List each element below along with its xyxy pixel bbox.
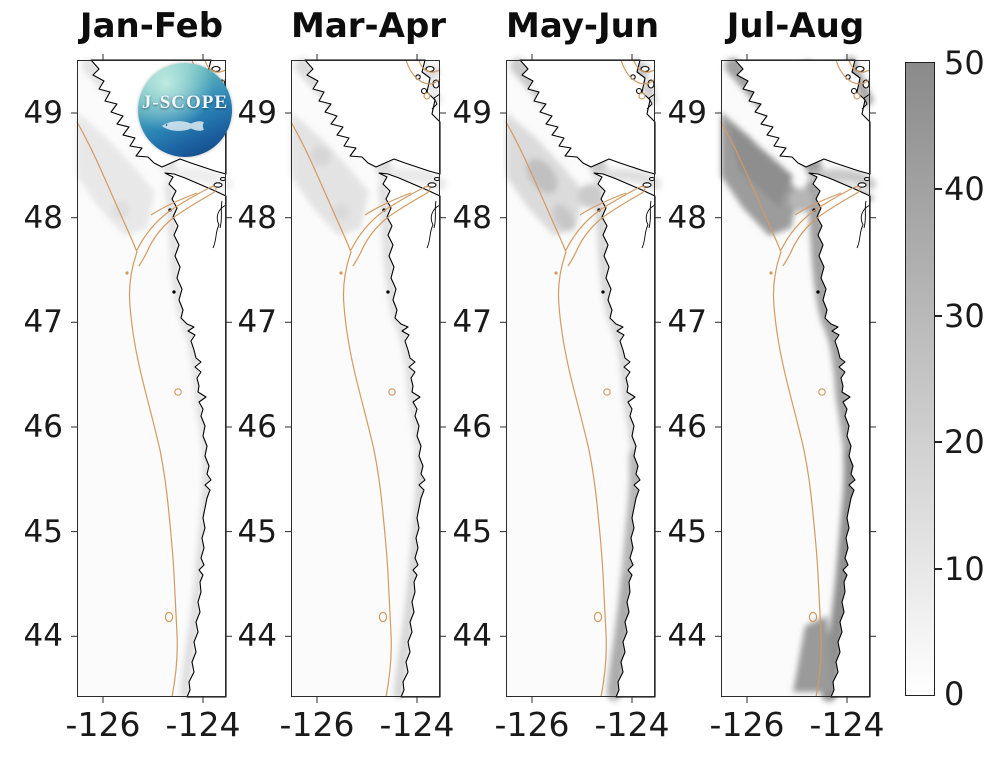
lat-tick: 47 bbox=[23, 304, 63, 340]
lat-tick: 44 bbox=[452, 618, 492, 654]
lat-axis-labels-panel4: 49 48 47 46 45 44 bbox=[657, 0, 707, 768]
lon-tick: -124 bbox=[379, 705, 455, 744]
colorbar-label: 10 bbox=[944, 550, 985, 588]
lon-tick: -124 bbox=[809, 705, 885, 744]
lon-tick: -126 bbox=[494, 705, 570, 744]
lat-tick: 44 bbox=[667, 618, 707, 654]
map-svg-mar-apr bbox=[284, 53, 447, 704]
lon-tick: -124 bbox=[594, 705, 670, 744]
colorbar-tick bbox=[935, 568, 942, 570]
lat-tick: 49 bbox=[452, 95, 492, 131]
map-panel-mar-apr bbox=[284, 53, 447, 704]
lat-tick: 49 bbox=[667, 95, 707, 131]
lat-tick: 46 bbox=[23, 409, 63, 445]
panel-title-jul-aug: Jul-Aug bbox=[726, 6, 865, 46]
colorbar-tick bbox=[935, 188, 942, 190]
panel-title-jan-feb: Jan-Feb bbox=[79, 6, 224, 46]
lat-tick: 44 bbox=[237, 618, 277, 654]
colorbar-tick bbox=[935, 315, 942, 317]
map-svg-jul-aug bbox=[714, 53, 877, 704]
lon-tick: -126 bbox=[709, 705, 785, 744]
jscope-logo-text: J-SCOPE bbox=[141, 92, 229, 113]
colorbar-label: 50 bbox=[944, 44, 985, 82]
lat-tick: 46 bbox=[667, 409, 707, 445]
lat-tick: 47 bbox=[667, 304, 707, 340]
lat-axis-labels-panel3: 49 48 47 46 45 44 bbox=[442, 0, 492, 768]
lon-tick: -124 bbox=[165, 705, 241, 744]
map-svg-jan-feb bbox=[70, 53, 233, 704]
lat-tick: 46 bbox=[237, 409, 277, 445]
lon-tick: -126 bbox=[65, 705, 141, 744]
lat-tick: 49 bbox=[23, 95, 63, 131]
lat-tick: 48 bbox=[667, 200, 707, 236]
map-panel-jul-aug bbox=[714, 53, 877, 704]
lat-tick: 48 bbox=[23, 200, 63, 236]
map-panel-may-jun bbox=[499, 53, 662, 704]
lat-tick: 47 bbox=[237, 304, 277, 340]
lat-tick: 49 bbox=[237, 95, 277, 131]
panel-title-may-jun: May-Jun bbox=[506, 6, 660, 46]
panel-title-mar-apr: Mar-Apr bbox=[291, 6, 447, 46]
jscope-logo: J-SCOPE bbox=[138, 63, 232, 157]
map-svg-may-jun bbox=[499, 53, 662, 704]
fish-icon bbox=[162, 121, 204, 131]
lat-axis-labels-panel1: 49 48 47 46 45 44 bbox=[13, 0, 63, 768]
colorbar-label: 40 bbox=[944, 170, 985, 208]
colorbar-label: 20 bbox=[944, 423, 985, 461]
lat-tick: 47 bbox=[452, 304, 492, 340]
lat-tick: 45 bbox=[23, 514, 63, 550]
lat-tick: 46 bbox=[452, 409, 492, 445]
lat-tick: 45 bbox=[667, 514, 707, 550]
lat-axis-labels-panel2: 49 48 47 46 45 44 bbox=[227, 0, 277, 768]
lat-tick: 48 bbox=[452, 200, 492, 236]
lat-tick: 48 bbox=[237, 200, 277, 236]
lat-tick: 45 bbox=[237, 514, 277, 550]
colorbar bbox=[905, 62, 935, 696]
map-panel-jan-feb bbox=[70, 53, 233, 704]
colorbar-tick bbox=[935, 441, 942, 443]
lon-tick: -126 bbox=[279, 705, 355, 744]
lat-tick: 45 bbox=[452, 514, 492, 550]
colorbar-label: 0 bbox=[944, 675, 965, 713]
colorbar-label: 30 bbox=[944, 297, 985, 335]
lat-tick: 44 bbox=[23, 618, 63, 654]
